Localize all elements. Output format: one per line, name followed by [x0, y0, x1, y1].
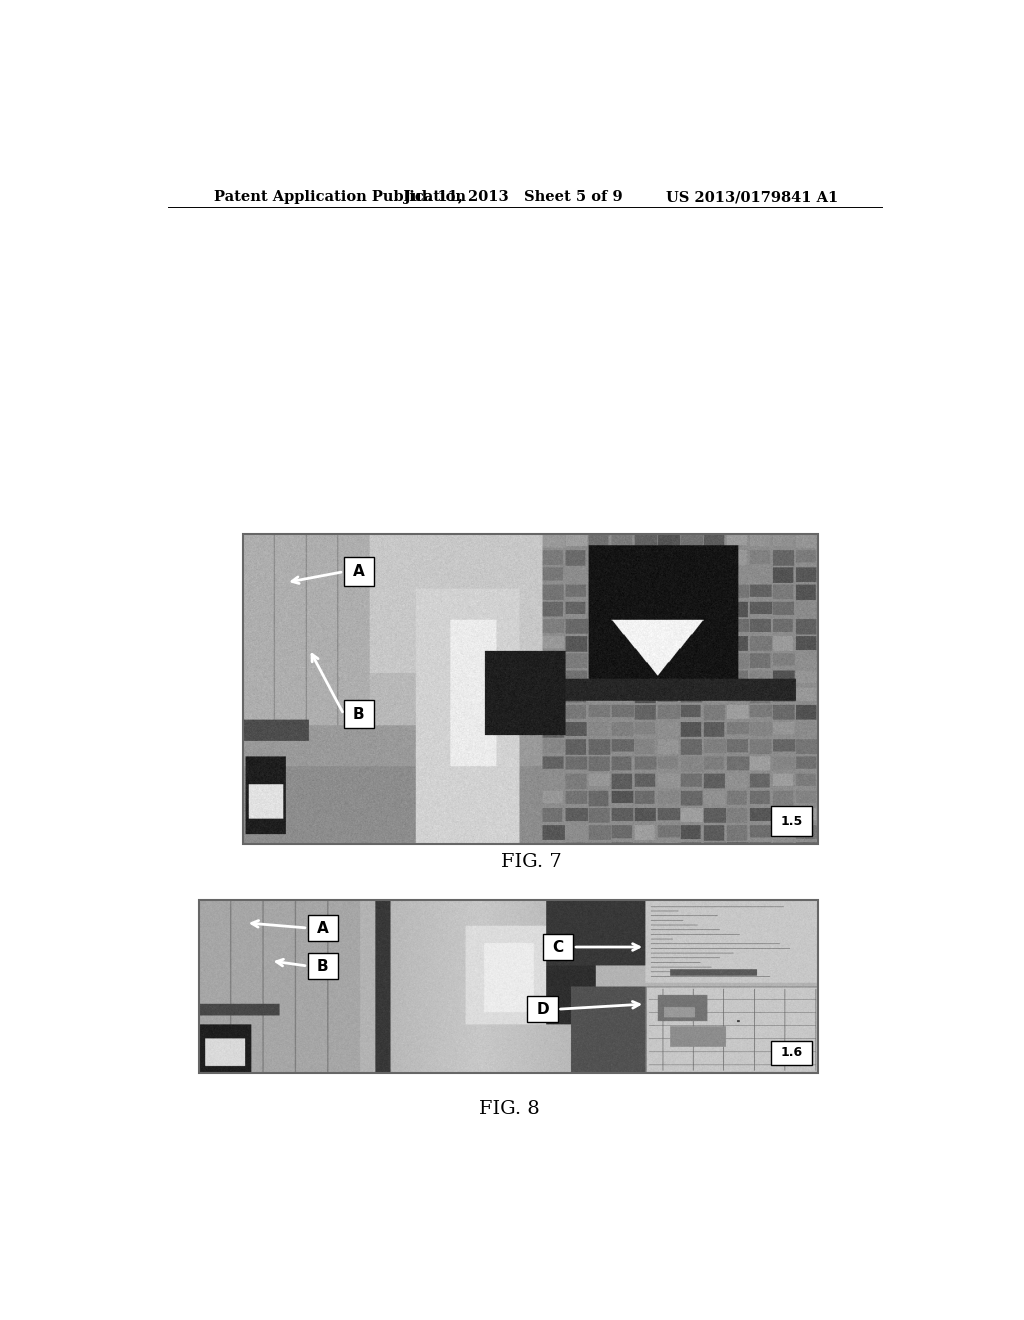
Bar [527, 997, 558, 1023]
Text: 1.5: 1.5 [780, 814, 803, 828]
Bar [771, 805, 812, 837]
Text: B: B [353, 706, 365, 722]
Text: FIG. 8: FIG. 8 [478, 1100, 540, 1118]
Bar [344, 557, 374, 586]
Text: A: A [317, 920, 329, 936]
Text: FIG. 7: FIG. 7 [501, 853, 561, 871]
Bar [543, 933, 573, 960]
Text: US 2013/0179841 A1: US 2013/0179841 A1 [666, 190, 839, 205]
Text: 1.6: 1.6 [780, 1047, 803, 1060]
Bar [308, 915, 338, 941]
Bar [243, 535, 818, 845]
Text: C: C [553, 940, 563, 954]
Text: Jul. 11, 2013   Sheet 5 of 9: Jul. 11, 2013 Sheet 5 of 9 [403, 190, 623, 205]
Text: Patent Application Publication: Patent Application Publication [214, 190, 466, 205]
Bar [200, 900, 818, 1073]
Bar [308, 953, 338, 979]
Text: A: A [353, 564, 365, 579]
Bar [344, 700, 374, 729]
Text: D: D [537, 1002, 549, 1016]
Text: B: B [317, 958, 329, 974]
Bar [771, 1040, 812, 1065]
